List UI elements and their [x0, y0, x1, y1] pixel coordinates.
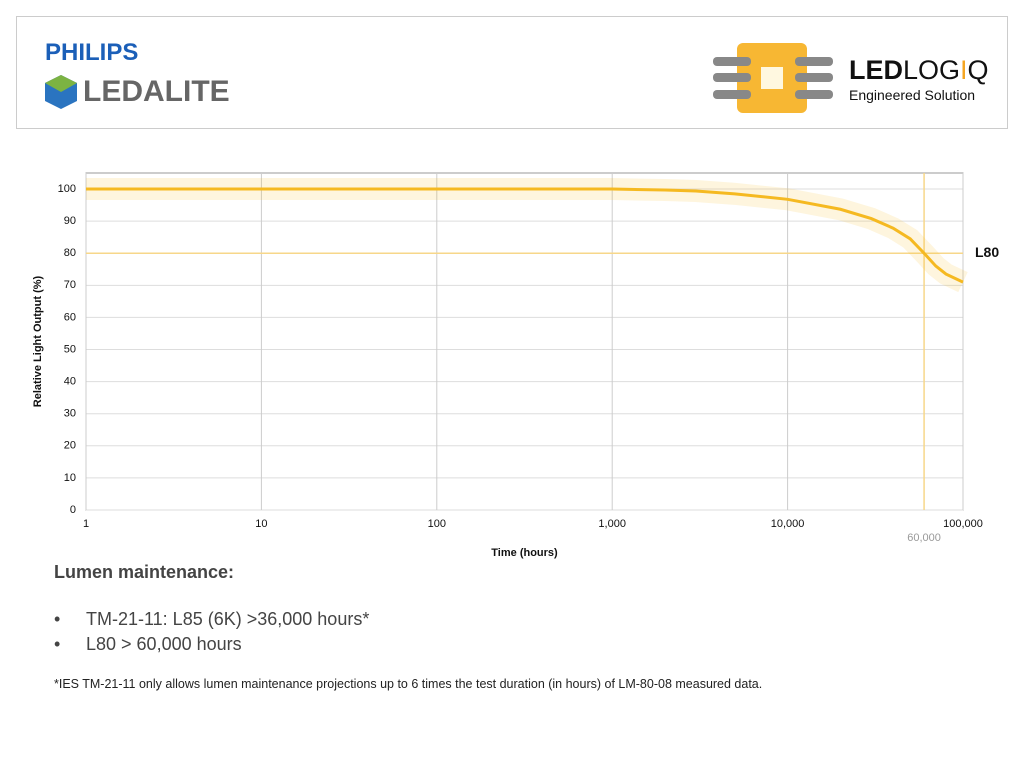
x-tick-label: 10,000	[771, 518, 805, 530]
y-tick-label: 60	[64, 311, 76, 323]
x-tick-label: 100	[428, 518, 446, 530]
logo-part: I	[960, 55, 968, 85]
data-line	[86, 187, 964, 284]
bullet-text: L80 > 60,000 hours	[86, 634, 242, 654]
notes-heading: Lumen maintenance:	[54, 562, 235, 582]
tagline: Engineered Solution	[849, 87, 976, 103]
y-tick-label: 100	[58, 183, 76, 195]
y-tick-label: 40	[64, 376, 76, 388]
reference-label: 60,000	[907, 532, 941, 544]
y-tick-label: 50	[64, 343, 76, 355]
ledalite-icon	[45, 75, 77, 109]
footnote: *IES TM-21-11 only allows lumen maintena…	[54, 677, 763, 691]
x-tick-label: 100,000	[943, 518, 983, 530]
x-tick-label: 10	[255, 518, 267, 530]
ledlogiq-icon	[713, 43, 833, 113]
bullet: • L80 > 60,000 hours	[54, 634, 242, 654]
y-tick-label: 90	[64, 215, 76, 227]
product: LEDALITE	[83, 75, 230, 108]
logo-part: LED	[849, 55, 903, 85]
bullet: • TM-21-11: L85 (6K) >36,000 hours*	[54, 609, 370, 629]
notes: Lumen maintenance: • TM-21-11: L85 (6K) >…	[54, 562, 762, 691]
y-tick-label: 20	[64, 440, 76, 452]
y-tick-label: 80	[64, 247, 76, 259]
y-tick-label: 70	[64, 279, 76, 291]
header: PHILIPS LEDALITE LEDLOGIQ Engineered Sol…	[16, 16, 1008, 129]
logo-part: LOG	[903, 55, 961, 85]
partner-logo: LEDLOGIQ	[849, 55, 989, 86]
brand: PHILIPS	[45, 39, 139, 66]
x-tick-label: 1	[83, 518, 89, 530]
x-axis-label: Time (hours)	[491, 547, 558, 559]
y-tick-label: 10	[64, 472, 76, 484]
y-tick-label: 0	[70, 504, 76, 516]
plot-area	[85, 172, 964, 511]
x-tick-label: 1,000	[598, 518, 626, 530]
reference-label: L80	[975, 244, 999, 260]
y-tick-label: 30	[64, 408, 76, 420]
y-axis-label: Relative Light Output (%)	[32, 275, 44, 407]
logo-part: Q	[967, 55, 989, 85]
bullet-text: TM-21-11: L85 (6K) >36,000 hours*	[86, 609, 370, 629]
